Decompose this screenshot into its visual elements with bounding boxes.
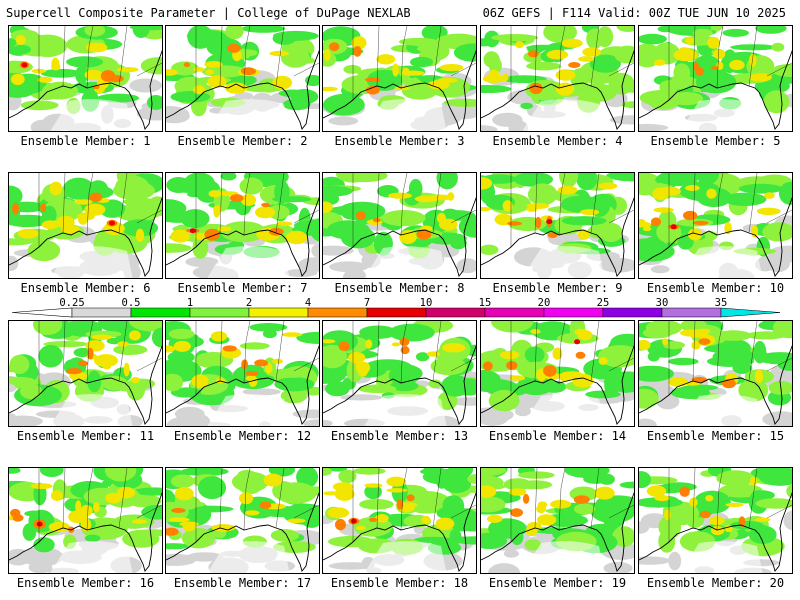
colorbar-tick-label: 30 xyxy=(655,297,669,309)
colorbar-tick-label: 1 xyxy=(186,297,194,309)
ensemble-member-label: Ensemble Member: 16 xyxy=(16,576,155,590)
ensemble-member-label: Ensemble Member: 1 xyxy=(20,134,151,148)
colorbar-below-triangle xyxy=(12,307,73,318)
ensemble-member-label: Ensemble Member: 11 xyxy=(16,429,155,443)
ensemble-member-label: Ensemble Member: 15 xyxy=(646,429,785,443)
colorbar-segment xyxy=(189,307,250,318)
colorbar-tick-label: 10 xyxy=(419,297,433,309)
ensemble-member-label: Ensemble Member: 4 xyxy=(492,134,623,148)
colorbar-segment xyxy=(425,307,486,318)
colorbar-segment xyxy=(130,307,191,318)
color-scale-bar xyxy=(12,307,781,318)
ensemble-member-label: Ensemble Member: 6 xyxy=(20,281,151,295)
colorbar-segment xyxy=(366,307,427,318)
colorbar-tick-label: 0.5 xyxy=(121,297,141,309)
ensemble-member-label: Ensemble Member: 10 xyxy=(646,281,785,295)
ensemble-member-label: Ensemble Member: 19 xyxy=(488,576,627,590)
ensemble-member-map xyxy=(480,172,635,279)
run-valid-time: 06Z GEFS | F114 Valid: 00Z TUE JUN 10 20… xyxy=(482,6,786,20)
ensemble-member-label: Ensemble Member: 8 xyxy=(334,281,465,295)
ensemble-member-map xyxy=(322,467,477,574)
colorbar-segment xyxy=(543,307,604,318)
colorbar-segment xyxy=(71,307,132,318)
colorbar-tick-label: 15 xyxy=(478,297,492,309)
ensemble-member-label: Ensemble Member: 17 xyxy=(173,576,312,590)
ensemble-member-map xyxy=(480,25,635,132)
ensemble-member-label: Ensemble Member: 5 xyxy=(650,134,781,148)
ensemble-member-map xyxy=(165,320,320,427)
ensemble-member-map xyxy=(638,320,793,427)
ensemble-member-label: Ensemble Member: 12 xyxy=(173,429,312,443)
chart-title: Supercell Composite Parameter | College … xyxy=(6,6,411,20)
colorbar-segment xyxy=(602,307,663,318)
colorbar-segment xyxy=(661,307,722,318)
ensemble-member-map xyxy=(638,25,793,132)
ensemble-member-map xyxy=(480,467,635,574)
ensemble-member-label: Ensemble Member: 9 xyxy=(492,281,623,295)
ensemble-member-map xyxy=(322,25,477,132)
ensemble-member-label: Ensemble Member: 20 xyxy=(646,576,785,590)
ensemble-member-map xyxy=(8,172,163,279)
ensemble-member-map xyxy=(165,172,320,279)
ensemble-member-map xyxy=(8,25,163,132)
ensemble-member-label: Ensemble Member: 3 xyxy=(334,134,465,148)
ensemble-member-label: Ensemble Member: 18 xyxy=(330,576,469,590)
colorbar-tick-label: 0.25 xyxy=(59,297,85,309)
colorbar-tick-label: 2 xyxy=(245,297,253,309)
ensemble-member-map xyxy=(322,172,477,279)
ensemble-member-map xyxy=(8,467,163,574)
colorbar-segment xyxy=(248,307,309,318)
ensemble-member-map xyxy=(480,320,635,427)
ensemble-member-map xyxy=(322,320,477,427)
colorbar-segment xyxy=(720,307,781,318)
colorbar-segment xyxy=(307,307,368,318)
colorbar-tick-label: 4 xyxy=(304,297,312,309)
colorbar-tick-label: 20 xyxy=(537,297,551,309)
ensemble-member-map xyxy=(638,467,793,574)
colorbar-segment xyxy=(484,307,545,318)
ensemble-member-map xyxy=(165,25,320,132)
ensemble-member-map xyxy=(8,320,163,427)
ensemble-member-label: Ensemble Member: 7 xyxy=(177,281,308,295)
colorbar-tick-label: 7 xyxy=(363,297,371,309)
ensemble-member-map xyxy=(638,172,793,279)
ensemble-member-map xyxy=(165,467,320,574)
colorbar-tick-label: 35 xyxy=(714,297,728,309)
colorbar-tick-label: 25 xyxy=(596,297,610,309)
ensemble-member-label: Ensemble Member: 13 xyxy=(330,429,469,443)
ensemble-member-label: Ensemble Member: 2 xyxy=(177,134,308,148)
ensemble-member-label: Ensemble Member: 14 xyxy=(488,429,627,443)
